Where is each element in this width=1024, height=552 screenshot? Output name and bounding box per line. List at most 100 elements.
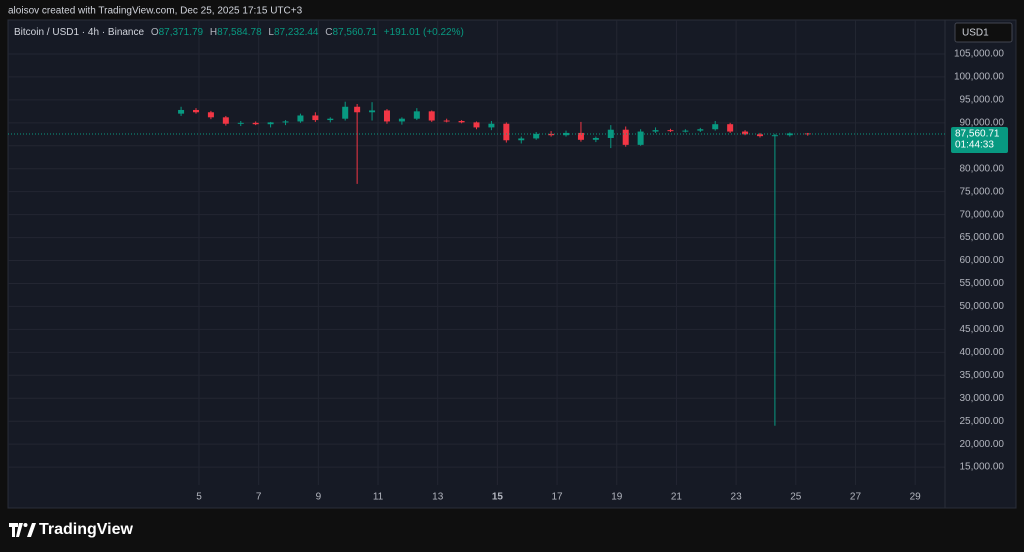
x-tick-label: 29 (910, 492, 922, 503)
y-tick-label: 40,000.00 (960, 347, 1005, 358)
candle-body (637, 131, 644, 145)
y-tick-label: 80,000.00 (960, 163, 1005, 174)
last-price-label: 87,560.71 (955, 129, 1000, 140)
candle-body (237, 122, 244, 124)
candle-body (192, 109, 199, 113)
x-tick-label: 23 (731, 492, 743, 503)
candle-body (771, 135, 778, 137)
candle-body (697, 129, 704, 131)
y-tick-label: 55,000.00 (960, 278, 1005, 289)
x-tick-label: 11 (373, 492, 384, 503)
y-tick-label: 65,000.00 (960, 232, 1005, 243)
candle-body (342, 106, 349, 119)
x-tick-label: 13 (432, 492, 444, 503)
y-tick-label: 45,000.00 (960, 324, 1005, 335)
candle-body (518, 138, 525, 141)
candle-body (443, 120, 450, 122)
logo-mark (27, 523, 36, 537)
last-price-box (951, 127, 1008, 154)
y-tick-label: 95,000.00 (960, 95, 1005, 106)
x-tick-label: 19 (611, 492, 623, 503)
x-tick-label: 17 (552, 492, 564, 503)
candle-body (548, 133, 555, 136)
candle-body (327, 118, 334, 121)
legend-l-label: L (268, 27, 274, 38)
candles (178, 101, 811, 426)
candle-body (652, 130, 659, 132)
x-tick-label: 5 (196, 492, 202, 503)
candle-body (742, 131, 749, 135)
candle-body (383, 110, 390, 122)
candle-body (592, 137, 599, 140)
legend-h: 87,584.78 (217, 27, 262, 38)
legend-l: 87,232.44 (274, 27, 319, 38)
candle-body (712, 124, 719, 130)
currency-label[interactable]: USD1 (962, 28, 989, 39)
candle-body (727, 124, 734, 132)
candle-body (354, 106, 361, 113)
logo-dot (23, 523, 28, 527)
legend: Bitcoin / USD1 · 4h · Binance O87,371.79… (14, 27, 464, 38)
candle-body (503, 123, 510, 141)
x-tick-label: 15 (492, 492, 504, 503)
y-tick-label: 60,000.00 (960, 255, 1005, 266)
y-tick-label: 75,000.00 (960, 186, 1005, 197)
candle-body (178, 109, 185, 114)
candle-body (413, 111, 420, 119)
y-tick-label: 105,000.00 (954, 49, 1004, 60)
candle-body (533, 133, 540, 139)
x-tick-label: 27 (850, 492, 862, 503)
legend-h-label: H (210, 27, 217, 38)
candle-body (312, 115, 319, 121)
candle-body (622, 129, 629, 145)
brand-name: TradingView (39, 521, 134, 538)
candle-body (207, 112, 214, 118)
candle-body (488, 123, 495, 128)
candle-body (267, 122, 274, 125)
candle-body (804, 133, 811, 135)
candle-body (667, 130, 674, 132)
candle-body (369, 110, 376, 113)
x-tick-label: 25 (790, 492, 802, 503)
candle-body (607, 129, 614, 138)
candle-body (756, 134, 763, 137)
header-text: aloisov created with TradingView.com, De… (8, 6, 303, 17)
candle-body (282, 121, 289, 123)
candle-body (458, 120, 465, 123)
candle-body (682, 130, 689, 132)
logo-mark (9, 523, 23, 537)
y-tick-label: 35,000.00 (960, 370, 1005, 381)
legend-change: +191.01 (+0.22%) (384, 27, 464, 38)
candle-body (786, 133, 793, 136)
candle-body (252, 122, 259, 125)
candle-body (297, 115, 304, 122)
legend-o-label: O (151, 27, 159, 38)
legend-c-label: C (325, 27, 332, 38)
candle-body (398, 118, 405, 122)
y-tick-label: 70,000.00 (960, 209, 1005, 220)
y-tick-label: 100,000.00 (954, 72, 1004, 83)
y-tick-label: 15,000.00 (960, 462, 1005, 473)
x-tick-label: 21 (671, 492, 683, 503)
y-tick-label: 30,000.00 (960, 393, 1005, 404)
currency-button[interactable] (954, 22, 1013, 43)
y-tick-label: 90,000.00 (960, 117, 1005, 128)
y-tick-label: 50,000.00 (960, 301, 1005, 312)
candle-body (428, 111, 435, 121)
legend-c: 87,560.71 (333, 27, 378, 38)
legend-symbol: Bitcoin / USD1 · 4h · Binance (14, 27, 144, 38)
x-tick-label: 7 (256, 492, 262, 503)
legend-o: 87,371.79 (159, 27, 204, 38)
candle-body (222, 117, 229, 124)
candle-body (577, 132, 584, 140)
x-tick-label: 9 (316, 492, 322, 503)
brand-logo (9, 523, 36, 537)
y-tick-label: 25,000.00 (960, 416, 1005, 427)
candle-body (473, 122, 480, 128)
y-tick-label: 20,000.00 (960, 439, 1005, 450)
countdown: 01:44:33 (955, 140, 994, 151)
chart-panel (7, 19, 1017, 509)
grid (8, 20, 945, 485)
